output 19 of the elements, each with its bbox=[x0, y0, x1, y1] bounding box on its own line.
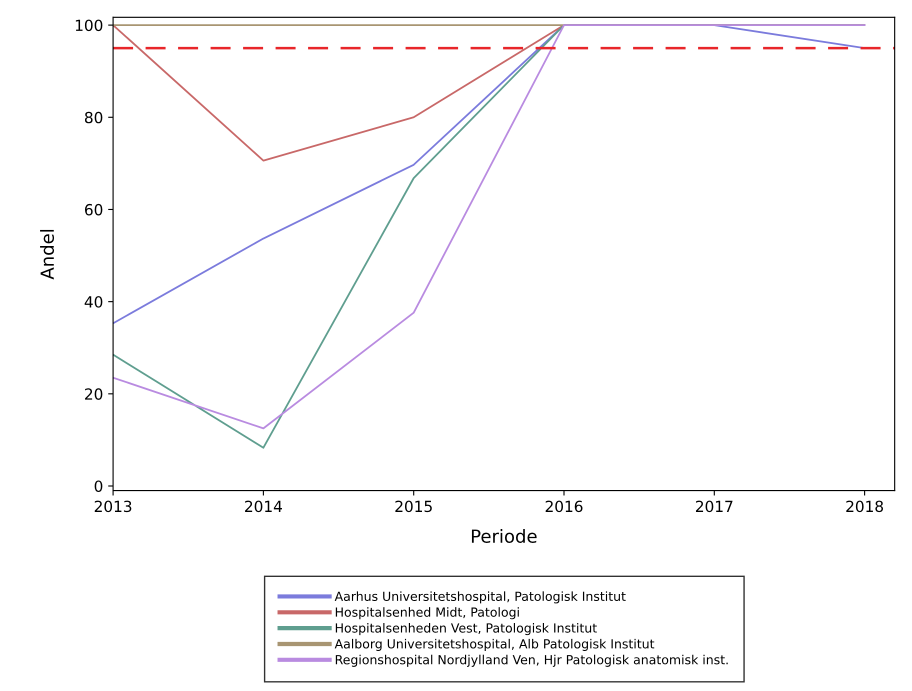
y-axis-title: Andel bbox=[40, 230, 54, 280]
legend-label: Regionshospital Nordjylland Ven, Hjr Patologisk anatomisk inst. bbox=[336, 654, 728, 667]
legend-label: Aalborg Universitetshospital, Alb Patologisk Institut bbox=[334, 638, 654, 651]
x-tick-label: 2017 bbox=[696, 500, 732, 512]
y-tick-label: 100 bbox=[76, 20, 102, 32]
x-tick-label: 2016 bbox=[546, 500, 582, 512]
y-tick-label: 80 bbox=[84, 112, 102, 124]
y-tick-label: 40 bbox=[84, 296, 102, 308]
y-tick-label: 0 bbox=[94, 480, 102, 492]
y-tick-label: 60 bbox=[84, 204, 102, 216]
legend-label: Aarhus Universitetshospital, Patologisk Institut bbox=[334, 591, 626, 604]
x-tick-label: 2015 bbox=[395, 500, 432, 512]
x-tick-label: 2014 bbox=[245, 500, 282, 512]
x-tick-label: 2018 bbox=[846, 500, 884, 512]
legend-label: Hospitalsenheden Vest, Patologisk Institut bbox=[336, 623, 597, 636]
legend-label: Hospitalsenhed Midt, Patologi bbox=[336, 607, 519, 620]
x-axis-title: Periode bbox=[472, 529, 537, 543]
x-tick-label: 2013 bbox=[94, 500, 132, 512]
y-tick-label: 20 bbox=[85, 388, 102, 400]
